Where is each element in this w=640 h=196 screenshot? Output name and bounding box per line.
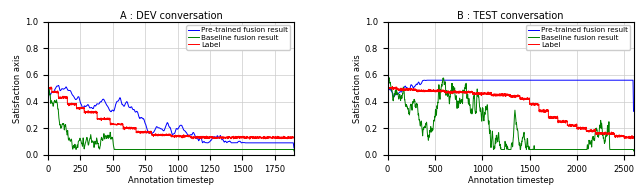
Label: (1.71e+03, 0.273): (1.71e+03, 0.273) [545, 117, 553, 120]
Label: (1.56e+03, 0.118): (1.56e+03, 0.118) [246, 138, 253, 140]
Pre-trained fusion result [384, 121, 392, 123]
Pre-trained fusion result [142, 123, 150, 125]
Pre-trained fusion result [101, 101, 109, 103]
Y-axis label: Satisfaction axis: Satisfaction axis [13, 54, 22, 122]
Legend: Pre-trained fusion result, Baseline fusion result, Label: Pre-trained fusion result, Baseline fusi… [186, 25, 291, 50]
Label: (0, 0.505): (0, 0.505) [384, 86, 392, 89]
Baseline fusion result [417, 120, 425, 122]
Label: (2.57e+03, 0.12): (2.57e+03, 0.12) [627, 138, 634, 140]
Line: Baseline fusion result: Baseline fusion result [388, 78, 634, 151]
Line: Pre-trained fusion result: Pre-trained fusion result [48, 85, 294, 148]
Label: (428, 0.272): (428, 0.272) [100, 117, 108, 120]
Line: Pre-trained fusion result: Pre-trained fusion result [388, 80, 634, 122]
Label: (754, 0.179): (754, 0.179) [142, 130, 150, 132]
Baseline fusion result [580, 148, 588, 151]
Label: (23, 0.51): (23, 0.51) [47, 86, 55, 88]
Line: Label: Label [388, 86, 634, 139]
Baseline fusion result [397, 95, 405, 98]
Baseline fusion result [101, 135, 109, 138]
Pre-trained fusion result [44, 120, 52, 122]
Pre-trained fusion result [575, 79, 583, 81]
Title: A : DEV conversation: A : DEV conversation [120, 11, 223, 21]
Label: (442, 0.27): (442, 0.27) [101, 118, 109, 120]
Pre-trained fusion result [420, 79, 428, 81]
Y-axis label: Satisfaction axis: Satisfaction axis [353, 54, 362, 122]
Label: (576, 0.483): (576, 0.483) [438, 89, 446, 92]
Baseline fusion result [56, 124, 64, 126]
Label: (2.6e+03, 0.126): (2.6e+03, 0.126) [630, 137, 637, 139]
Baseline fusion result [100, 136, 108, 138]
Pre-trained fusion result [580, 79, 588, 81]
Baseline fusion result [79, 137, 87, 139]
Pre-trained fusion result [417, 83, 425, 85]
Label: (0, 0.505): (0, 0.505) [44, 86, 52, 89]
Baseline fusion result [224, 148, 232, 151]
Pre-trained fusion result [397, 91, 405, 93]
Pre-trained fusion result [545, 79, 553, 81]
Baseline fusion result [290, 150, 298, 152]
Label: (92, 0.43): (92, 0.43) [56, 96, 64, 99]
Baseline fusion result [575, 148, 583, 151]
X-axis label: Annotation timestep: Annotation timestep [128, 176, 214, 185]
Label: (2.08e+03, 0.195): (2.08e+03, 0.195) [580, 128, 588, 130]
Baseline fusion result [385, 77, 393, 79]
Baseline fusion result [438, 83, 446, 86]
Baseline fusion result [142, 148, 150, 151]
X-axis label: Annotation timestep: Annotation timestep [468, 176, 554, 185]
Baseline fusion result [630, 150, 637, 152]
Label: (1.9e+03, 0.135): (1.9e+03, 0.135) [290, 136, 298, 138]
Line: Baseline fusion result: Baseline fusion result [48, 87, 294, 151]
Label: (2.02e+03, 0.201): (2.02e+03, 0.201) [575, 127, 583, 129]
Pre-trained fusion result [56, 89, 64, 91]
Label: (52, 0.513): (52, 0.513) [388, 85, 396, 88]
Baseline fusion result [384, 118, 392, 121]
Baseline fusion result [45, 86, 52, 88]
Baseline fusion result [44, 120, 52, 122]
Legend: Pre-trained fusion result, Baseline fusion result, Label: Pre-trained fusion result, Baseline fusi… [525, 25, 630, 50]
Label: (147, 0.491): (147, 0.491) [397, 88, 405, 91]
Label: (1.39e+03, 0.135): (1.39e+03, 0.135) [224, 136, 232, 138]
Pre-trained fusion result [54, 84, 62, 87]
Label: (271, 0.35): (271, 0.35) [79, 107, 87, 109]
Pre-trained fusion result [100, 98, 108, 100]
Pre-trained fusion result [290, 147, 298, 149]
Baseline fusion result [545, 148, 553, 151]
Pre-trained fusion result [224, 141, 232, 143]
Title: B : TEST conversation: B : TEST conversation [458, 11, 564, 21]
Pre-trained fusion result [79, 107, 87, 109]
Label: (357, 0.488): (357, 0.488) [417, 89, 425, 91]
Pre-trained fusion result [438, 79, 446, 81]
Line: Label: Label [48, 87, 294, 139]
Pre-trained fusion result [630, 110, 637, 113]
